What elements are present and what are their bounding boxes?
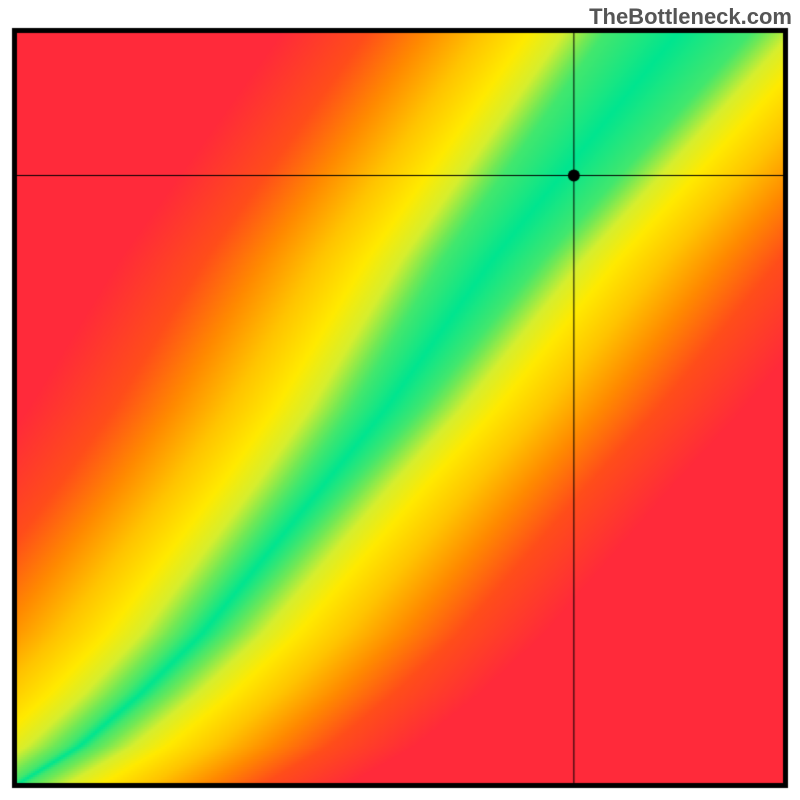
watermark-text: TheBottleneck.com [589,4,792,30]
bottleneck-heatmap [0,0,800,800]
chart-container: TheBottleneck.com [0,0,800,800]
